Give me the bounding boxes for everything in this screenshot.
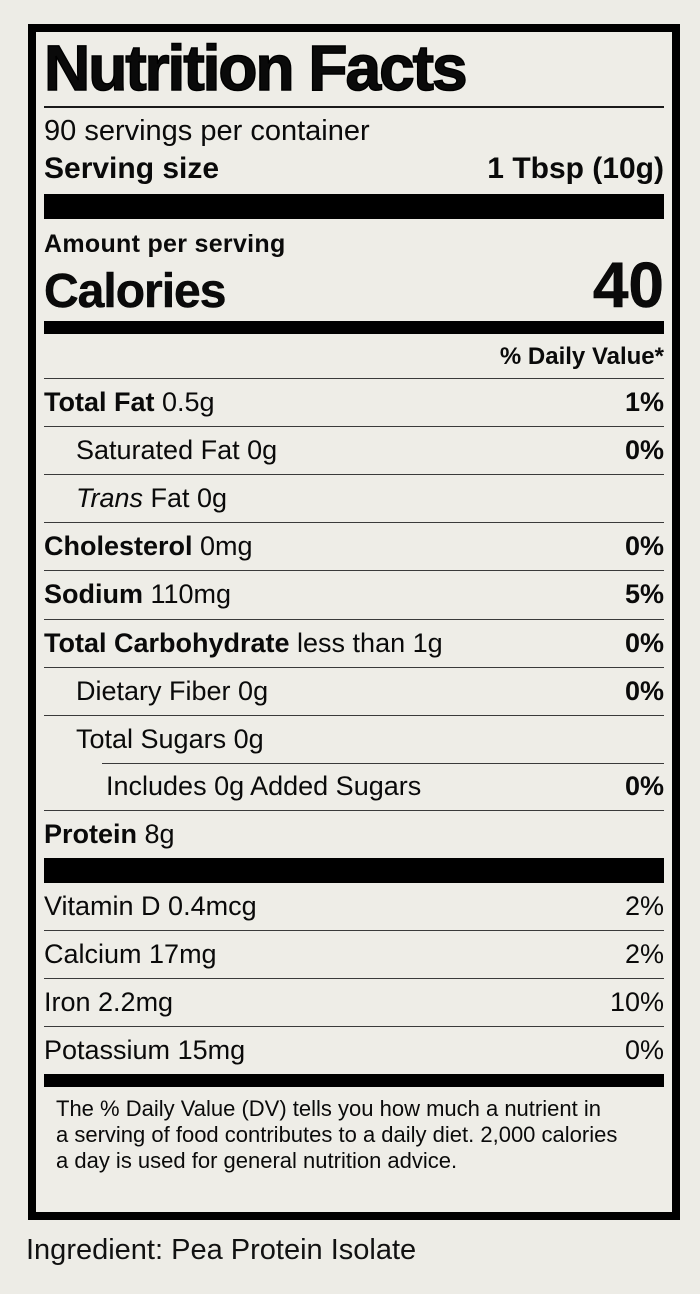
nutrient-name-group: Trans Fat 0g	[76, 483, 227, 514]
nutrient-name-group: Calcium 17mg	[44, 939, 217, 970]
nutrient-name-group: Total Fat 0.5g	[44, 387, 215, 418]
nutrient-name-group: Potassium 15mg	[44, 1035, 245, 1066]
nutrient-name-group: Vitamin D 0.4mcg	[44, 891, 257, 922]
nutrient-name: Total Sugars	[76, 723, 227, 754]
nutrient-daily-value: 0%	[624, 675, 664, 706]
footnote-line: The % Daily Value (DV) tells you how muc…	[56, 1095, 601, 1121]
nutrient-row: Sodium 110mg 5%	[44, 570, 664, 618]
nutrient-amount: 0.4mcg	[160, 890, 257, 921]
nutrient-daily-value: 0%	[624, 531, 664, 562]
medium-divider-bar-bottom	[44, 1073, 664, 1087]
nutrient-daily-value: 0%	[624, 770, 664, 801]
nutrient-row: Total Sugars 0g	[44, 714, 664, 763]
serving-size-label: Serving size	[44, 152, 220, 186]
label-title: Nutrition Facts	[43, 34, 664, 109]
calories-row: Calories 40	[44, 249, 665, 322]
thick-divider-bar-top	[44, 194, 664, 220]
nutrient-row: Cholesterol 0mg 0%	[44, 522, 664, 570]
nutrient-row: Calcium 17mg 2%	[44, 929, 664, 978]
nutrient-name: Sodium	[44, 579, 143, 610]
nutrient-daily-value: 2%	[624, 938, 664, 969]
nutrient-name: Iron	[44, 986, 91, 1017]
nutrient-name: Includes 0g Added Sugars	[106, 770, 422, 801]
medium-divider-bar-calories	[44, 321, 664, 335]
nutrient-daily-value: 5%	[624, 579, 664, 610]
nutrient-name: Protein	[44, 818, 138, 849]
nutrient-row: Saturated Fat 0g 0%	[44, 426, 664, 474]
nutrient-name-group: Total Carbohydrate less than 1g	[44, 628, 443, 659]
calories-label: Calories	[44, 265, 227, 319]
nutrient-amount: 0g	[226, 723, 264, 754]
nutrient-name-group: Cholesterol 0mg	[44, 531, 253, 562]
nutrient-row: Total Fat 0.5g 1%	[44, 378, 664, 426]
nutrient-name: Total Carbohydrate	[44, 627, 290, 658]
calories-value: 40	[592, 249, 665, 322]
ingredient-line: Ingredient: Pea Protein Isolate	[26, 1234, 417, 1266]
nutrient-daily-value: 0%	[624, 627, 664, 658]
nutrient-name: Calcium	[44, 938, 142, 969]
nutrient-name: Potassium	[44, 1034, 171, 1065]
nutrient-name: Vitamin D	[44, 890, 161, 921]
nutrient-row: Vitamin D 0.4mcg 2%	[44, 883, 664, 930]
vitamin-rows-section: Vitamin D 0.4mcg 2% Calcium 17mg 2% Iron…	[44, 883, 664, 1074]
nutrient-amount: 0g	[230, 675, 269, 706]
nutrient-name-group: Sodium 110mg	[44, 579, 231, 610]
footnote-line: a serving of food contributes to a daily…	[56, 1121, 618, 1147]
nutrient-amount: 0g	[189, 483, 228, 514]
serving-size-row: Serving size 1 Tbsp (10g)	[44, 149, 664, 194]
daily-value-footnote: The % Daily Value (DV) tells you how muc…	[44, 1087, 664, 1174]
nutrient-name: Cholesterol	[44, 531, 193, 562]
nutrient-name-group: Saturated Fat 0g	[76, 435, 277, 466]
footnote-line: a day is used for general nutrition advi…	[56, 1147, 458, 1173]
nutrient-daily-value: 1%	[624, 387, 664, 418]
nutrient-amount: 110mg	[143, 579, 232, 610]
nutrient-daily-value: 10%	[609, 986, 664, 1017]
nutrient-name-group: Includes 0g Added Sugars	[106, 771, 421, 802]
nutrition-facts-label: Nutrition Facts 90 servings per containe…	[28, 24, 680, 1220]
nutrient-amount: 0g	[239, 435, 278, 466]
daily-value-header: % Daily Value*	[499, 343, 664, 371]
amount-per-serving-label: Amount per serving	[44, 230, 286, 259]
nutrient-row: Includes 0g Added Sugars 0%	[44, 762, 664, 810]
nutrient-row: Potassium 15mg 0%	[44, 1025, 664, 1074]
nutrient-name-group: Dietary Fiber 0g	[76, 676, 268, 707]
nutrient-rows-section: Total Fat 0.5g 1% Saturated Fat 0g 0% Tr…	[44, 378, 664, 857]
nutrient-amount: 0.5g	[154, 387, 215, 418]
nutrient-row: Trans Fat 0g	[44, 474, 664, 522]
nutrient-name: Total Fat	[44, 387, 155, 418]
nutrient-amount: less than 1g	[289, 627, 443, 658]
nutrient-amount: 17mg	[141, 938, 217, 969]
thick-divider-bar-protein	[44, 857, 664, 883]
nutrient-name-group: Total Sugars 0g	[76, 724, 264, 755]
nutrient-row: Iron 2.2mg 10%	[44, 977, 664, 1026]
nutrient-amount: 0mg	[192, 531, 253, 562]
serving-size-value: 1 Tbsp (10g)	[487, 152, 664, 186]
nutrient-daily-value: 0%	[624, 1034, 664, 1065]
nutrient-row: Protein 8g	[44, 809, 664, 858]
nutrient-name: Trans	[76, 483, 144, 514]
nutrient-name-continued: Fat	[143, 483, 190, 514]
nutrient-name-group: Protein 8g	[44, 819, 175, 850]
nutrient-name-group: Iron 2.2mg	[44, 987, 173, 1018]
nutrient-amount: 8g	[137, 818, 175, 849]
nutrient-daily-value: 2%	[624, 890, 664, 921]
nutrient-amount: 2.2mg	[90, 986, 174, 1017]
servings-per-container: 90 servings per container	[44, 115, 370, 148]
nutrient-row: Dietary Fiber 0g 0%	[44, 666, 664, 715]
nutrient-amount: 15mg	[170, 1034, 246, 1065]
nutrient-name: Dietary Fiber	[76, 675, 231, 706]
nutrient-name: Saturated Fat	[76, 435, 240, 466]
nutrient-daily-value: 0%	[624, 435, 664, 466]
nutrient-row: Total Carbohydrate less than 1g 0%	[44, 618, 664, 667]
